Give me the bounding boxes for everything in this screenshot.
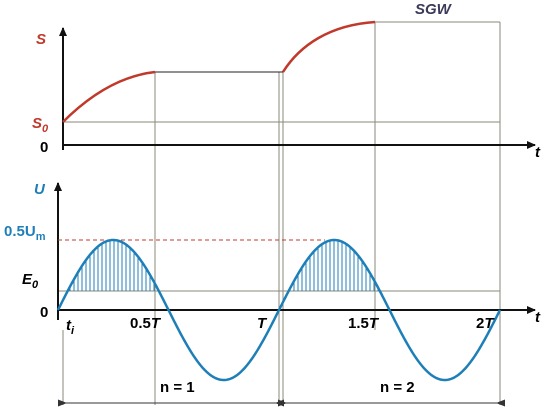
period-label: n = 2 (380, 379, 415, 396)
period-label: n = 1 (160, 379, 195, 396)
time-label: ti (66, 317, 75, 337)
title: SGW (415, 1, 453, 18)
s-curve (62, 20, 376, 123)
u-label: U (34, 181, 46, 198)
s-label: S (36, 31, 46, 48)
time-label: 1.5T (348, 315, 380, 332)
e0-label: E0 (22, 271, 39, 291)
voltage-curve (56, 238, 502, 382)
um-label: 0.5Um (4, 223, 46, 243)
time-label: 2T (476, 315, 495, 332)
t-label: t (535, 309, 541, 326)
s0-label: S0 (32, 115, 49, 135)
time-label: T (257, 315, 268, 332)
hatching (69, 240, 379, 291)
time-label: 0.5T (130, 315, 162, 332)
zero-label: 0 (40, 139, 48, 156)
t-label: t (535, 144, 541, 161)
zero-label: 0 (40, 304, 48, 321)
guide-lines (58, 21, 501, 405)
